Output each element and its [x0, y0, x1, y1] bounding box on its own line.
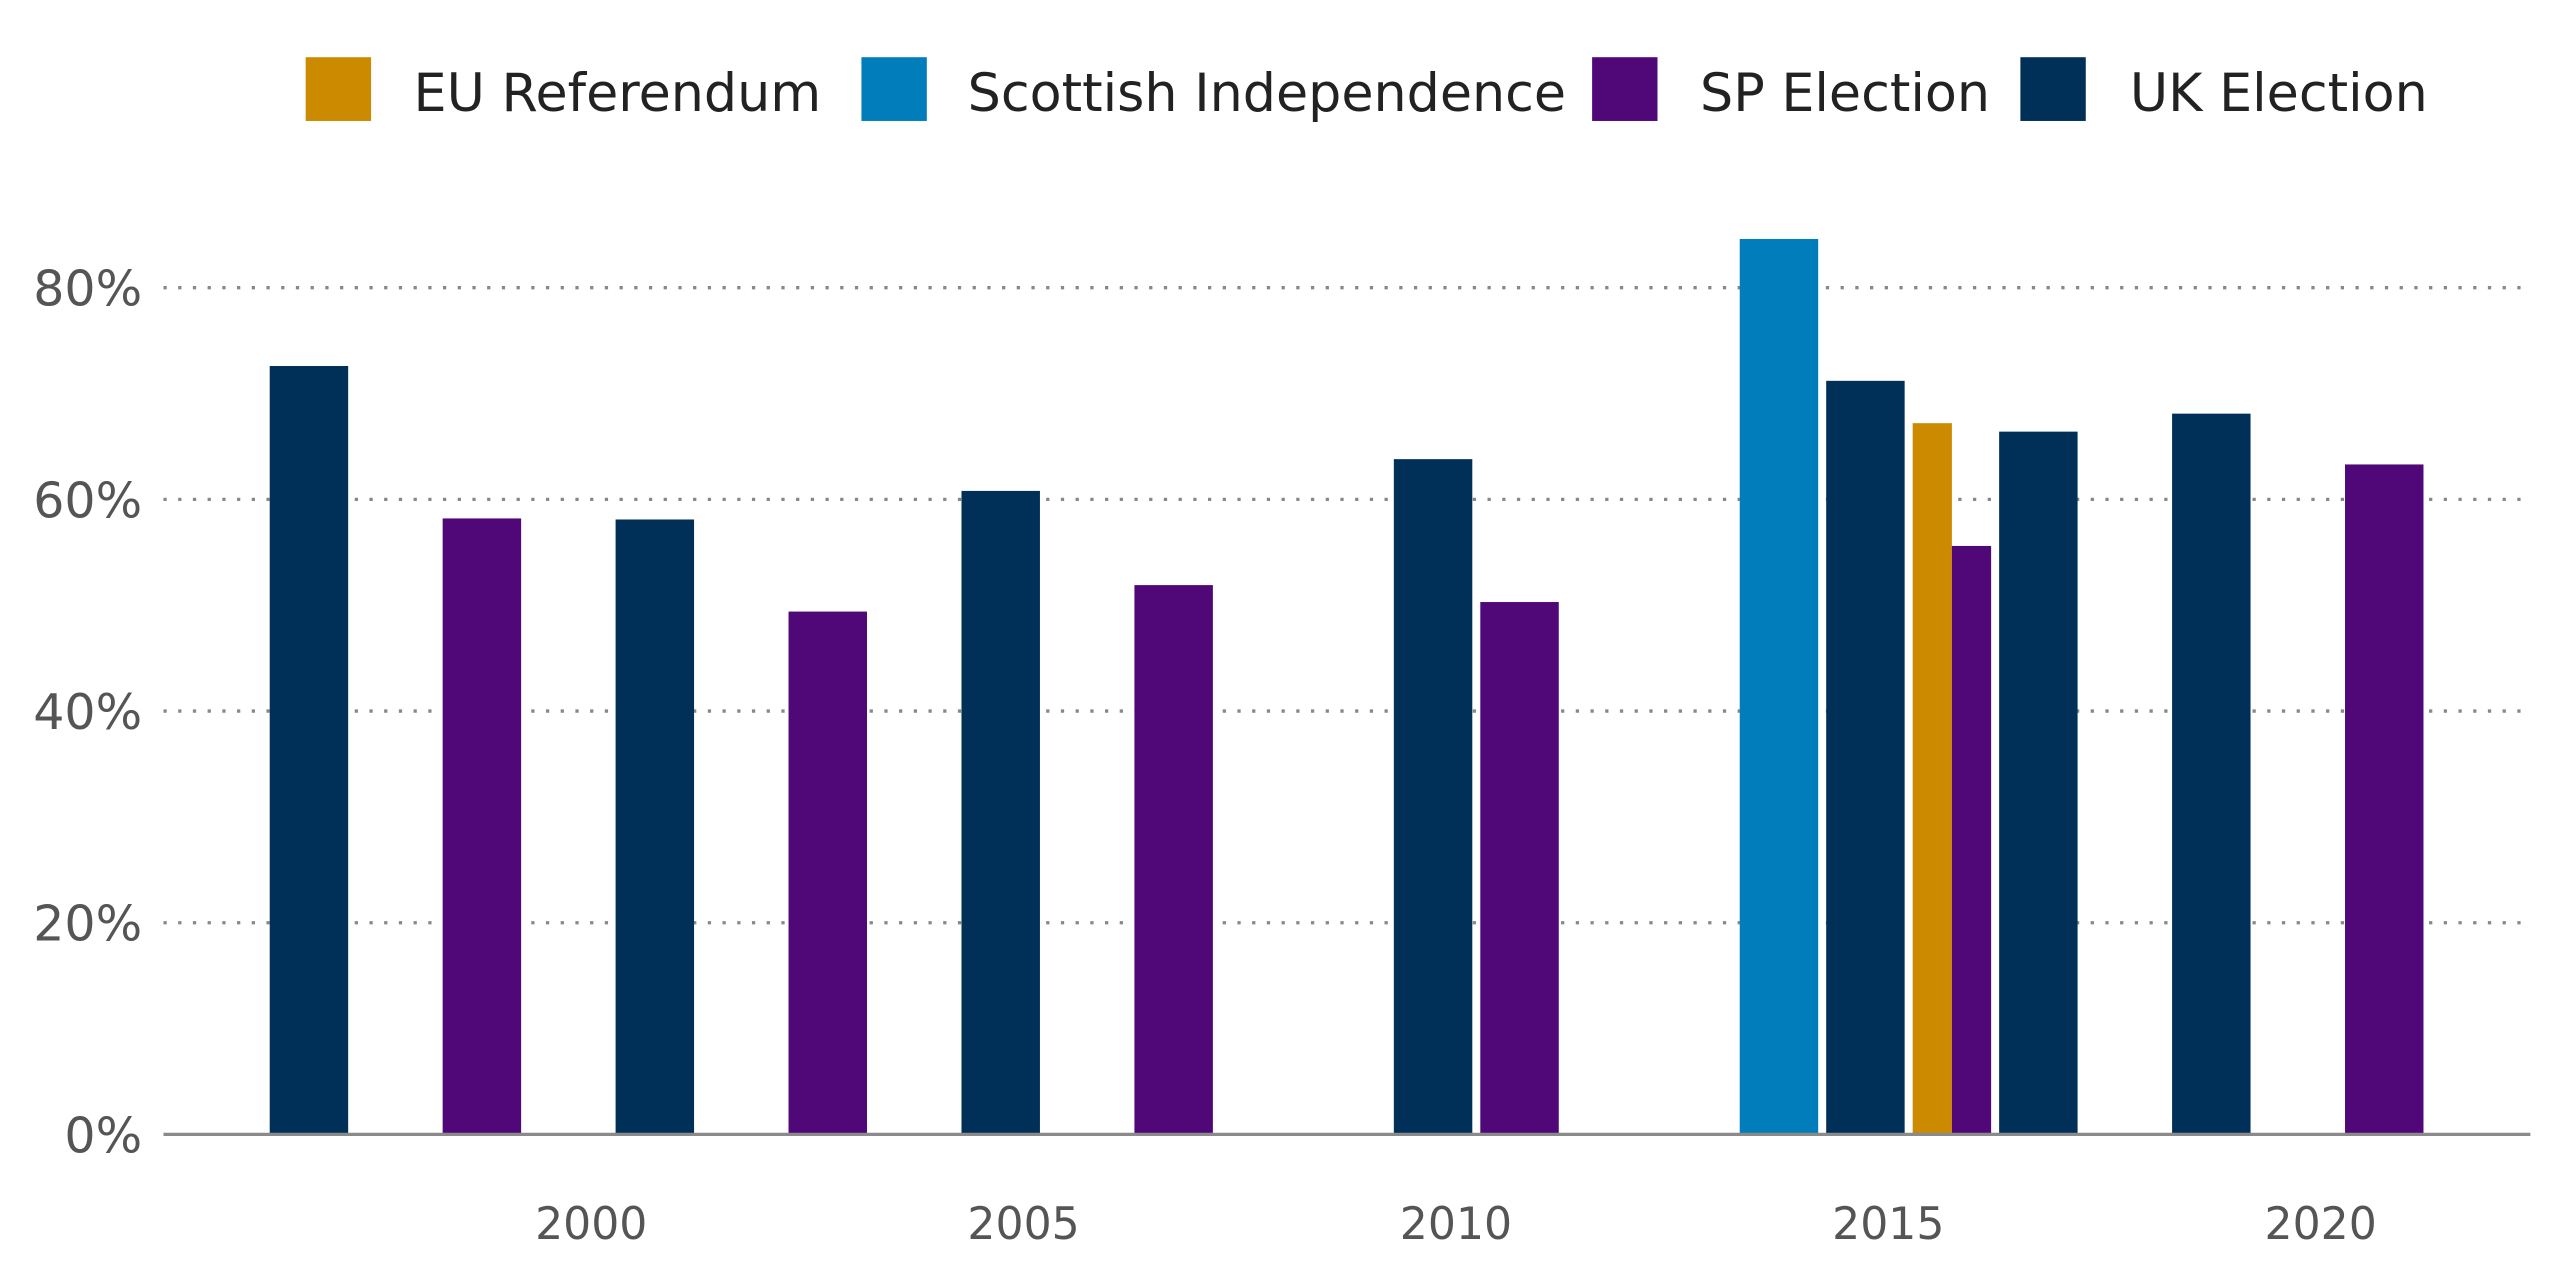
legend: EU Referendum Scottish Independence SP Ele…	[305, 57, 2428, 124]
bar-sp-election-2016	[1951, 545, 1992, 1135]
legend-swatch	[861, 57, 927, 121]
y-tick-label: 40%	[33, 683, 142, 741]
x-tick-label: 2000	[535, 1199, 647, 1250]
x-tick-label: 2010	[1400, 1199, 1512, 1250]
bars	[269, 239, 2424, 1135]
bar-sp-election-2007	[1134, 585, 1213, 1135]
legend-label: SP Election	[1700, 63, 1990, 124]
bar-sp-election-2003	[788, 611, 868, 1135]
y-tick-label: 60%	[33, 471, 142, 529]
bar-uk-election-1997	[269, 366, 349, 1135]
y-tick-label: 80%	[33, 260, 142, 318]
bar-uk-election-2017	[1999, 431, 2078, 1135]
bar-uk-election-2015	[1826, 380, 1905, 1135]
gridlines	[163, 286, 2531, 925]
legend-label: EU Referendum	[414, 63, 822, 124]
bar-uk-election-2001	[615, 519, 695, 1135]
y-tick-label: 0%	[64, 1106, 142, 1164]
y-axis-ticks: 0% 20% 40% 60% 80%	[33, 260, 142, 1165]
legend-swatch	[305, 57, 372, 121]
legend-swatch	[2020, 57, 2086, 121]
bar-uk-election-2005	[961, 490, 1040, 1135]
bar-sp-election-2011	[1480, 602, 1559, 1135]
legend-label: Scottish Independence	[968, 63, 1566, 124]
bar-sp-election-2021	[2345, 464, 2424, 1135]
bar-scottish-independence-2014	[1739, 239, 1819, 1135]
legend-label: UK Election	[2130, 63, 2428, 124]
bar-sp-election-1999	[442, 518, 522, 1135]
legend-swatch	[1592, 57, 1658, 121]
bar-uk-election-2010	[1393, 459, 1473, 1135]
bar-eu-referendum-2016	[1912, 423, 1952, 1135]
bar-uk-election-2019	[2172, 413, 2251, 1135]
x-tick-label: 2015	[1832, 1199, 1944, 1250]
x-tick-label: 2020	[2265, 1199, 2377, 1250]
x-tick-label: 2005	[967, 1199, 1079, 1250]
y-tick-label: 20%	[33, 895, 142, 953]
x-axis-ticks: 2000 2005 2010 2015 2020	[535, 1199, 2377, 1250]
